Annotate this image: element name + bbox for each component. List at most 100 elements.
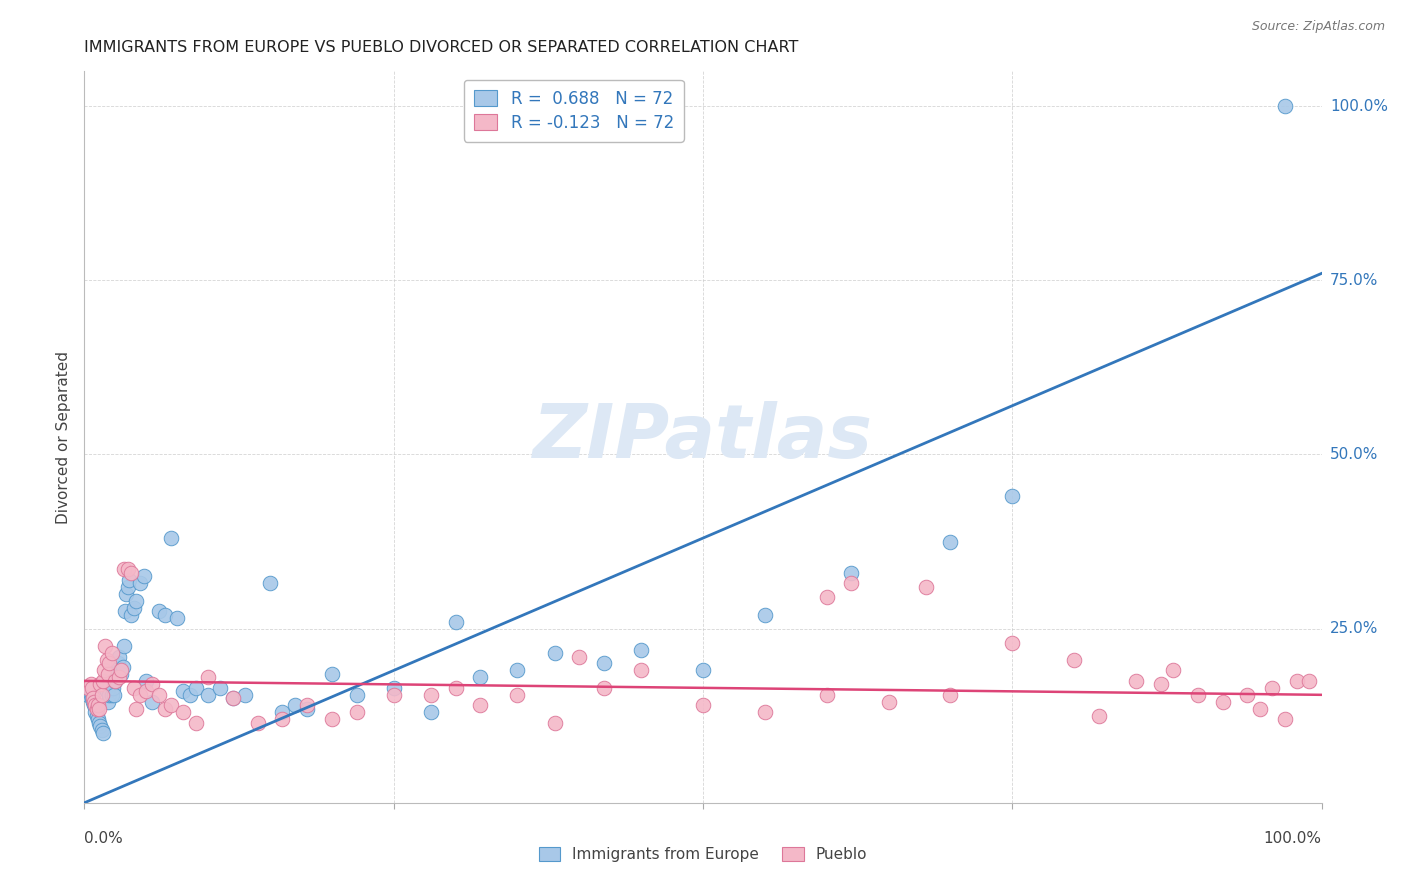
Point — [1125, 673, 1147, 688]
Point — [83, 698, 105, 713]
Point — [122, 600, 145, 615]
Point — [939, 688, 962, 702]
Point — [284, 698, 307, 713]
Point — [114, 604, 136, 618]
Point — [160, 531, 183, 545]
Point — [153, 702, 176, 716]
Point — [100, 688, 122, 702]
Point — [222, 691, 245, 706]
Point — [89, 715, 111, 730]
Point — [1249, 702, 1271, 716]
Point — [222, 691, 245, 706]
Point — [1261, 681, 1284, 695]
Point — [100, 646, 122, 660]
Point — [91, 726, 114, 740]
Point — [295, 702, 318, 716]
Point — [233, 688, 256, 702]
Point — [754, 607, 776, 622]
Point — [841, 566, 863, 580]
Point — [346, 705, 368, 719]
Point — [80, 691, 103, 706]
Point — [115, 587, 138, 601]
Point — [160, 698, 183, 713]
Point — [1298, 673, 1320, 688]
Point — [543, 715, 565, 730]
Text: IMMIGRANTS FROM EUROPE VS PUEBLO DIVORCED OR SEPARATED CORRELATION CHART: IMMIGRANTS FROM EUROPE VS PUEBLO DIVORCE… — [84, 40, 799, 55]
Text: 100.0%: 100.0% — [1264, 831, 1322, 846]
Point — [91, 673, 114, 688]
Point — [129, 688, 152, 702]
Point — [89, 719, 111, 733]
Point — [87, 698, 110, 713]
Point — [80, 681, 103, 695]
Point — [1274, 99, 1296, 113]
Point — [108, 670, 131, 684]
Point — [110, 667, 132, 681]
Point — [172, 684, 194, 698]
Point — [419, 688, 441, 702]
Point — [1063, 653, 1085, 667]
Point — [110, 664, 132, 678]
Point — [103, 688, 125, 702]
Point — [630, 664, 652, 678]
Point — [914, 580, 936, 594]
Point — [692, 664, 714, 678]
Point — [77, 688, 100, 702]
Point — [506, 664, 529, 678]
Point — [184, 681, 207, 695]
Text: ZIPatlas: ZIPatlas — [533, 401, 873, 474]
Point — [346, 688, 368, 702]
Point — [117, 580, 139, 594]
Point — [135, 684, 157, 698]
Point — [118, 573, 141, 587]
Point — [153, 607, 176, 622]
Point — [79, 688, 101, 702]
Point — [877, 695, 900, 709]
Point — [815, 591, 838, 605]
Text: 25.0%: 25.0% — [1330, 621, 1378, 636]
Point — [444, 681, 467, 695]
Point — [111, 660, 134, 674]
Point — [125, 702, 148, 716]
Point — [419, 705, 441, 719]
Point — [135, 673, 157, 688]
Point — [543, 646, 565, 660]
Point — [132, 569, 155, 583]
Point — [1001, 635, 1024, 649]
Point — [84, 698, 107, 713]
Text: 100.0%: 100.0% — [1330, 99, 1388, 113]
Point — [470, 698, 492, 713]
Point — [107, 657, 129, 671]
Point — [86, 708, 108, 723]
Point — [1285, 673, 1308, 688]
Point — [122, 681, 145, 695]
Point — [197, 670, 219, 684]
Point — [129, 576, 152, 591]
Point — [104, 673, 127, 688]
Point — [271, 705, 294, 719]
Point — [179, 688, 201, 702]
Point — [1212, 695, 1234, 709]
Point — [166, 611, 188, 625]
Point — [108, 649, 131, 664]
Point — [1236, 688, 1258, 702]
Point — [120, 566, 142, 580]
Point — [382, 681, 405, 695]
Text: Source: ZipAtlas.com: Source: ZipAtlas.com — [1251, 20, 1385, 33]
Point — [120, 607, 142, 622]
Point — [321, 712, 343, 726]
Point — [172, 705, 194, 719]
Point — [1088, 708, 1111, 723]
Point — [87, 712, 110, 726]
Point — [209, 681, 232, 695]
Point — [90, 688, 112, 702]
Point — [593, 657, 616, 671]
Point — [692, 698, 714, 713]
Point — [259, 576, 281, 591]
Point — [939, 534, 962, 549]
Point — [79, 677, 101, 691]
Point — [84, 705, 107, 719]
Point — [112, 639, 135, 653]
Point — [184, 715, 207, 730]
Point — [593, 681, 616, 695]
